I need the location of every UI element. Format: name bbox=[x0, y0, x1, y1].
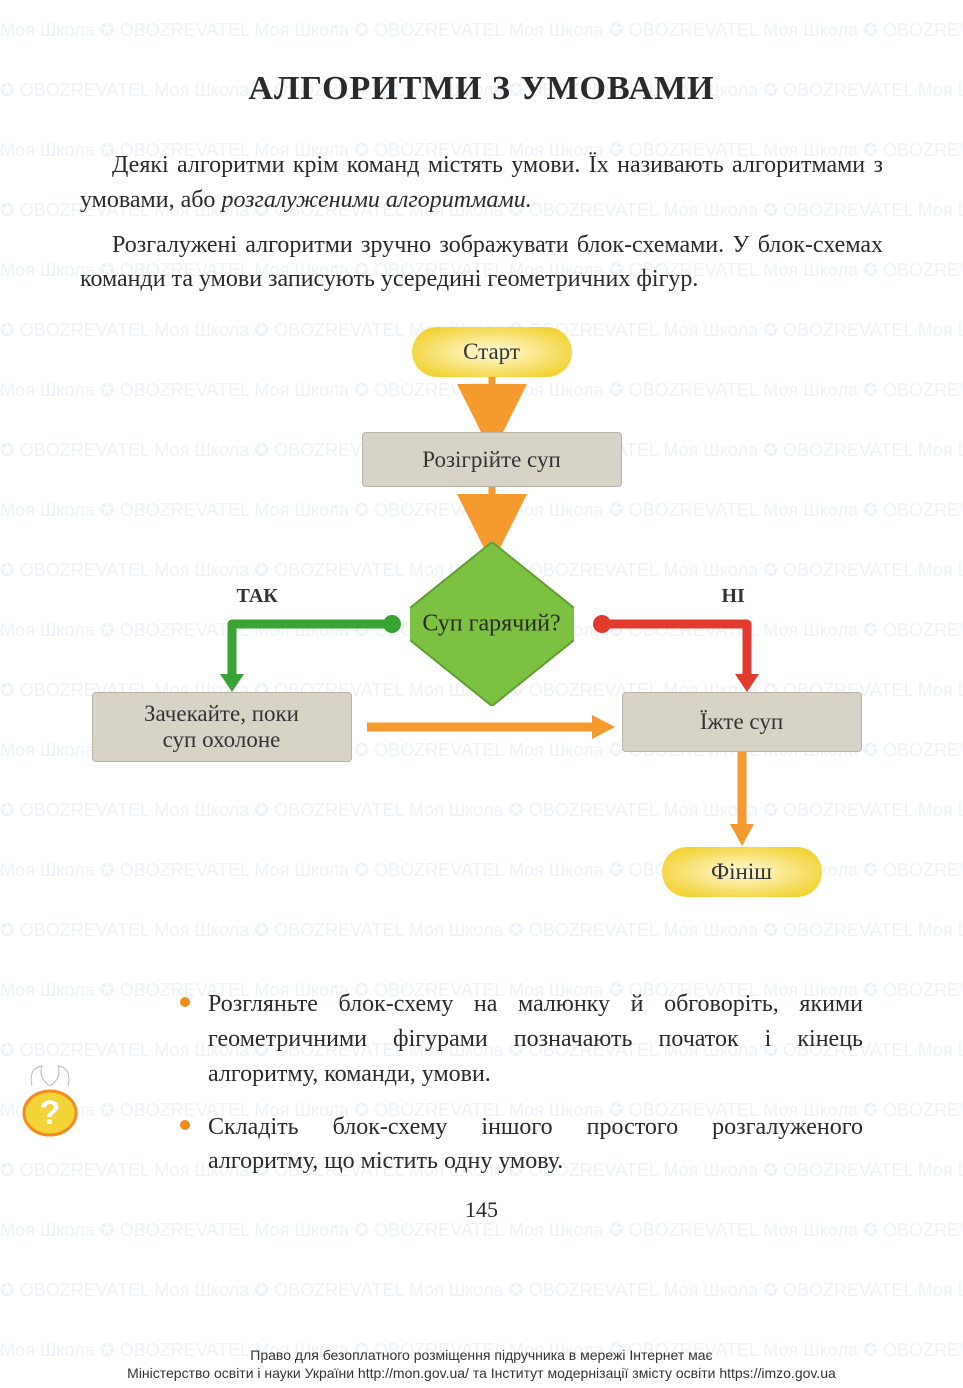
bullet-2-text: Складіть блок-схему іншого простого розг… bbox=[208, 1114, 863, 1175]
arrow-wait-eat bbox=[367, 712, 617, 742]
bullet-1: Розгляньте блок-схему на малюнку й обгов… bbox=[180, 987, 863, 1091]
footer: Право для безоплатного розміщення підруч… bbox=[0, 1346, 963, 1382]
footer-line2: Міністерство освіти і науки України http… bbox=[0, 1364, 963, 1382]
svg-text:?: ? bbox=[40, 1094, 61, 1132]
arrow-eat-finish bbox=[732, 752, 752, 847]
bullet-list: Розгляньте блок-схему на малюнку й обгов… bbox=[180, 987, 863, 1179]
bullet-dot-icon bbox=[180, 997, 190, 1007]
page-title: АЛГОРИТМИ З УМОВАМИ bbox=[80, 70, 883, 108]
bullet-2: Складіть блок-схему іншого простого розг… bbox=[180, 1110, 863, 1180]
bullet-1-text: Розгляньте блок-схему на малюнку й обгов… bbox=[208, 991, 863, 1087]
branch-label-yes: ТАК bbox=[237, 585, 278, 608]
flowchart: Старт Розігрійте суп Суп гарячий? ТАК bbox=[82, 327, 882, 947]
node-wait-l1: Зачекайте, поки bbox=[144, 701, 299, 727]
arrow-start-heat bbox=[482, 377, 502, 432]
node-finish: Фініш bbox=[662, 847, 822, 897]
node-decision-label: Суп гарячий? bbox=[352, 611, 632, 638]
branch-label-no: НІ bbox=[722, 585, 745, 608]
node-wait-l2: суп охолоне bbox=[144, 727, 299, 753]
node-decision: Суп гарячий? bbox=[410, 542, 574, 706]
p1-italic: розгалуженими алгоритмами. bbox=[221, 187, 531, 213]
node-eat-label: Їжте суп bbox=[700, 709, 783, 735]
footer-line1: Право для безоплатного розміщення підруч… bbox=[0, 1346, 963, 1364]
node-eat: Їжте суп bbox=[622, 692, 862, 752]
node-start-label: Старт bbox=[463, 339, 520, 365]
bullet-dot-icon bbox=[180, 1120, 190, 1130]
node-finish-label: Фініш bbox=[711, 859, 772, 885]
page-number: 145 bbox=[80, 1197, 883, 1223]
paragraph-1: Деякі алгоритми крім команд містять умов… bbox=[80, 148, 883, 218]
page-content: АЛГОРИТМИ З УМОВАМИ Деякі алгоритми крім… bbox=[0, 0, 963, 1253]
question-mark-icon: ? bbox=[20, 1058, 80, 1138]
node-start: Старт bbox=[412, 327, 572, 377]
arrow-heat-decision bbox=[482, 487, 502, 542]
node-heat: Розігрійте суп bbox=[362, 432, 622, 487]
node-wait: Зачекайте, поки суп охолоне bbox=[92, 692, 352, 762]
node-heat-label: Розігрійте суп bbox=[422, 447, 561, 473]
paragraph-2: Розгалужені алгоритми зручно зображувати… bbox=[80, 228, 883, 298]
